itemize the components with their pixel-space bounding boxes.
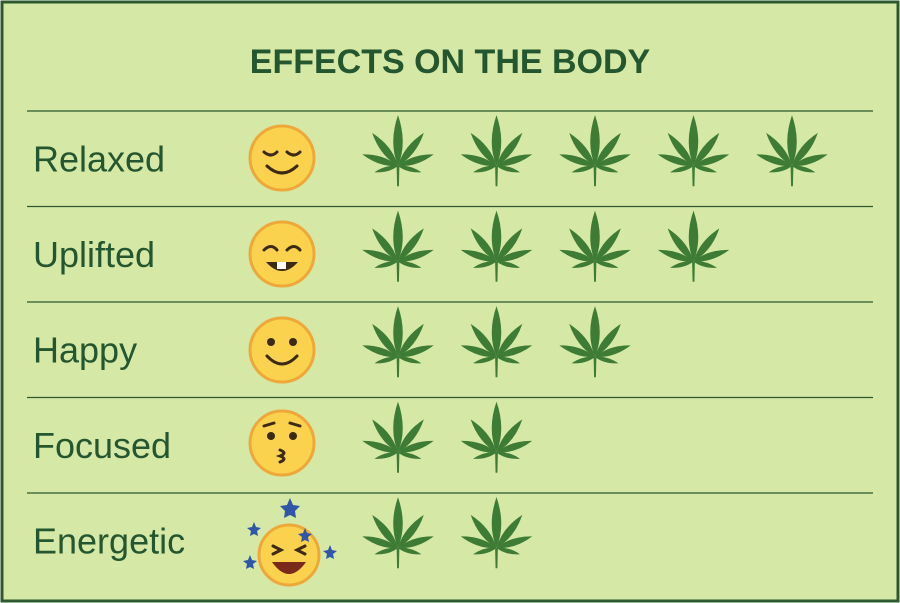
face-energetic [243, 498, 337, 587]
row-label: Relaxed [33, 138, 165, 179]
face-uplifted [248, 220, 316, 288]
face-relaxed [248, 124, 316, 192]
row-label: Happy [33, 329, 137, 370]
face-happy [248, 316, 316, 384]
row-label: Uplifted [33, 234, 155, 275]
face-focused [248, 409, 316, 477]
row-label: Energetic [33, 520, 185, 561]
row-label: Focused [33, 425, 171, 466]
chart-title: EFFECTS ON THE BODY [250, 43, 651, 81]
